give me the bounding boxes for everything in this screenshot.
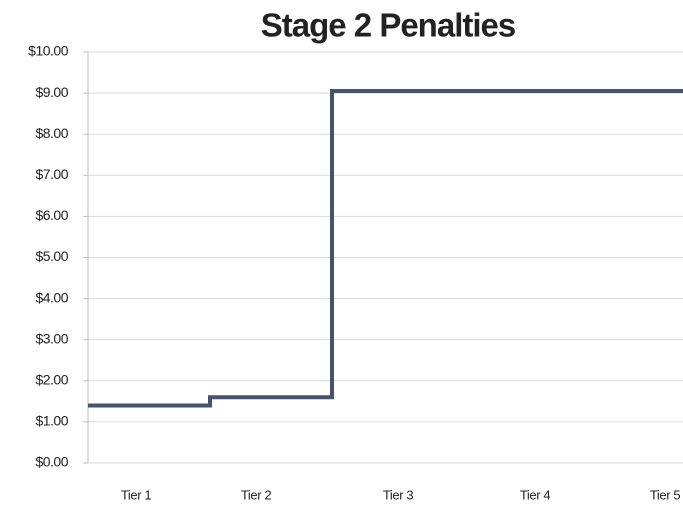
y-tick-label: $2.00 [35,372,68,388]
x-tick-label: Tier 5 [650,487,681,502]
x-tick-label: Tier 3 [383,487,414,502]
y-tick-label: $7.00 [35,166,68,182]
x-tick-label: Tier 1 [121,487,152,502]
y-tick-label: $6.00 [35,207,68,223]
y-tick-label: $0.00 [35,454,68,470]
y-tick-label: $10.00 [28,43,69,59]
y-tick-label: $9.00 [35,84,68,100]
x-tick-label: Tier 4 [520,487,551,502]
chart-title: Stage 2 Penalties [261,7,515,44]
y-tick-label: $5.00 [35,248,68,264]
y-tick-label: $3.00 [35,330,68,346]
y-tick-label: $8.00 [35,125,68,141]
y-tick-label: $4.00 [35,289,68,305]
x-tick-label: Tier 2 [241,487,272,502]
y-tick-label: $1.00 [35,413,68,429]
